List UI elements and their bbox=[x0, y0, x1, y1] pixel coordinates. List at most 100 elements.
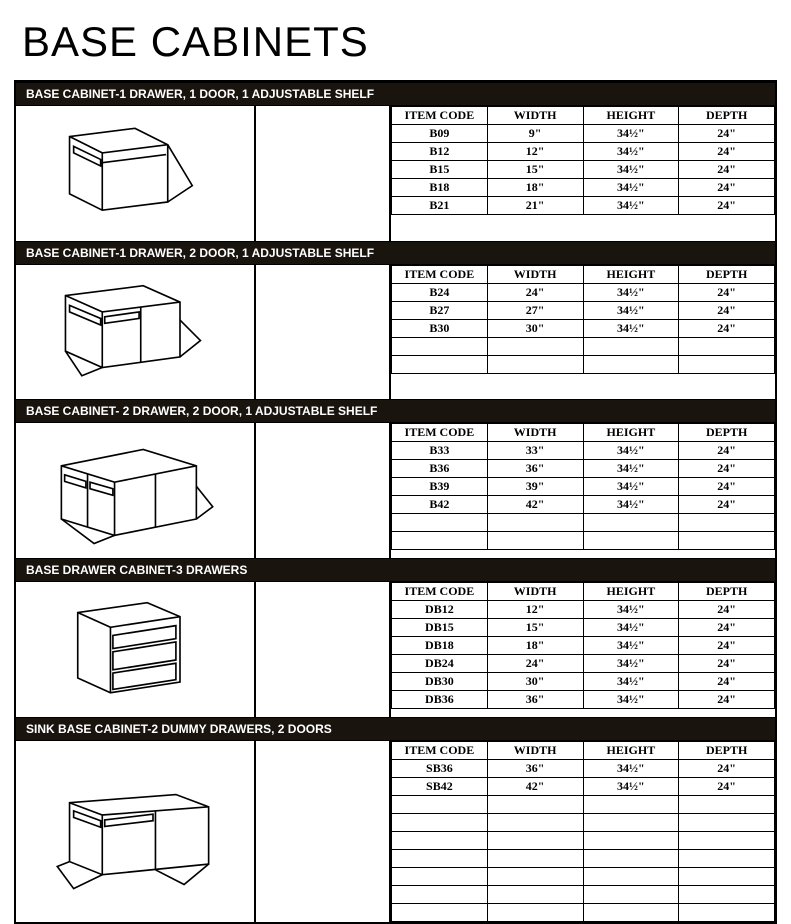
data-cell: ITEM CODEWIDTHHEIGHTDEPTHB3333"34½"24"B3… bbox=[391, 423, 775, 558]
cell-depth bbox=[679, 885, 775, 903]
data-cell: ITEM CODEWIDTHHEIGHTDEPTHSB3636"34½"24"S… bbox=[391, 741, 775, 922]
cell-height bbox=[583, 795, 679, 813]
cell-code: B33 bbox=[392, 442, 488, 460]
cell-depth bbox=[679, 867, 775, 885]
section-body: ITEM CODEWIDTHHEIGHTDEPTHB3333"34½"24"B3… bbox=[16, 422, 775, 558]
section-header: SINK BASE CABINET-2 DUMMY DRAWERS, 2 DOO… bbox=[16, 717, 775, 740]
cell-depth: 24" bbox=[679, 283, 775, 301]
cell-code bbox=[392, 795, 488, 813]
cell-height: 34½" bbox=[583, 319, 679, 337]
cell-height: 34½" bbox=[583, 179, 679, 197]
cell-depth: 24" bbox=[679, 478, 775, 496]
cell-depth bbox=[679, 355, 775, 373]
column-header: HEIGHT bbox=[583, 741, 679, 759]
section-header: BASE CABINET- 2 DRAWER, 2 DOOR, 1 ADJUST… bbox=[16, 399, 775, 422]
cabinet-diagram bbox=[16, 106, 256, 241]
cell-depth: 24" bbox=[679, 759, 775, 777]
column-header: DEPTH bbox=[679, 741, 775, 759]
cell-code bbox=[392, 831, 488, 849]
cell-height bbox=[583, 903, 679, 921]
page-title: BASE CABINETS bbox=[0, 0, 791, 80]
table-row: SB3636"34½"24" bbox=[392, 759, 775, 777]
cell-width bbox=[487, 831, 583, 849]
cell-width: 36" bbox=[487, 460, 583, 478]
cell-depth: 24" bbox=[679, 691, 775, 709]
section-header: BASE CABINET-1 DRAWER, 2 DOOR, 1 ADJUSTA… bbox=[16, 241, 775, 264]
section-body: ITEM CODEWIDTHHEIGHTDEPTHB099"34½"24"B12… bbox=[16, 105, 775, 241]
cell-height: 34½" bbox=[583, 442, 679, 460]
table-row: B3333"34½"24" bbox=[392, 442, 775, 460]
cell-depth: 24" bbox=[679, 619, 775, 637]
cell-width bbox=[487, 514, 583, 532]
spacer-cell bbox=[256, 582, 391, 717]
cell-code: DB18 bbox=[392, 637, 488, 655]
cell-depth bbox=[679, 849, 775, 867]
cell-height: 34½" bbox=[583, 197, 679, 215]
cell-width: 42" bbox=[487, 496, 583, 514]
data-cell: ITEM CODEWIDTHHEIGHTDEPTHDB1212"34½"24"D… bbox=[391, 582, 775, 717]
cell-depth: 24" bbox=[679, 125, 775, 143]
cell-width bbox=[487, 849, 583, 867]
cell-code bbox=[392, 885, 488, 903]
cell-height bbox=[583, 514, 679, 532]
section-body: ITEM CODEWIDTHHEIGHTDEPTHDB1212"34½"24"D… bbox=[16, 581, 775, 717]
table-row: B2424"34½"24" bbox=[392, 283, 775, 301]
table-row: DB3030"34½"24" bbox=[392, 673, 775, 691]
cell-width: 30" bbox=[487, 319, 583, 337]
table-row bbox=[392, 795, 775, 813]
cell-code: B21 bbox=[392, 197, 488, 215]
cell-depth: 24" bbox=[679, 143, 775, 161]
cell-code: B39 bbox=[392, 478, 488, 496]
cell-code: B36 bbox=[392, 460, 488, 478]
cell-depth: 24" bbox=[679, 442, 775, 460]
cell-width bbox=[487, 532, 583, 550]
cell-height: 34½" bbox=[583, 759, 679, 777]
column-header: DEPTH bbox=[679, 583, 775, 601]
table-row bbox=[392, 885, 775, 903]
table-row: B3636"34½"24" bbox=[392, 460, 775, 478]
cell-height: 34½" bbox=[583, 637, 679, 655]
cell-width bbox=[487, 355, 583, 373]
cabinet-diagram bbox=[16, 265, 256, 400]
cell-height: 34½" bbox=[583, 125, 679, 143]
cell-height: 34½" bbox=[583, 460, 679, 478]
cell-code bbox=[392, 337, 488, 355]
spec-table: ITEM CODEWIDTHHEIGHTDEPTHB099"34½"24"B12… bbox=[391, 106, 775, 215]
cell-depth: 24" bbox=[679, 496, 775, 514]
cell-height: 34½" bbox=[583, 601, 679, 619]
cell-depth: 24" bbox=[679, 179, 775, 197]
cell-height: 34½" bbox=[583, 777, 679, 795]
cell-depth: 24" bbox=[679, 655, 775, 673]
cell-width: 24" bbox=[487, 655, 583, 673]
cell-width: 15" bbox=[487, 161, 583, 179]
column-header: HEIGHT bbox=[583, 107, 679, 125]
spacer-cell bbox=[256, 265, 391, 400]
cell-height bbox=[583, 532, 679, 550]
cell-code: B24 bbox=[392, 283, 488, 301]
catalog-table: BASE CABINET-1 DRAWER, 1 DOOR, 1 ADJUSTA… bbox=[14, 80, 777, 924]
table-row: DB3636"34½"24" bbox=[392, 691, 775, 709]
cell-width bbox=[487, 903, 583, 921]
spacer-cell bbox=[256, 106, 391, 241]
cell-code bbox=[392, 514, 488, 532]
cell-height bbox=[583, 867, 679, 885]
table-row bbox=[392, 532, 775, 550]
cell-depth: 24" bbox=[679, 301, 775, 319]
cell-height: 34½" bbox=[583, 161, 679, 179]
cell-code bbox=[392, 813, 488, 831]
column-header: ITEM CODE bbox=[392, 424, 488, 442]
cell-height: 34½" bbox=[583, 301, 679, 319]
cell-width: 27" bbox=[487, 301, 583, 319]
cell-width bbox=[487, 867, 583, 885]
cell-width bbox=[487, 337, 583, 355]
table-row: B3939"34½"24" bbox=[392, 478, 775, 496]
table-row bbox=[392, 849, 775, 867]
cell-width: 15" bbox=[487, 619, 583, 637]
column-header: WIDTH bbox=[487, 741, 583, 759]
cell-height bbox=[583, 813, 679, 831]
table-row bbox=[392, 831, 775, 849]
column-header: ITEM CODE bbox=[392, 265, 488, 283]
cell-depth bbox=[679, 514, 775, 532]
cell-width: 18" bbox=[487, 637, 583, 655]
table-row: SB4242"34½"24" bbox=[392, 777, 775, 795]
